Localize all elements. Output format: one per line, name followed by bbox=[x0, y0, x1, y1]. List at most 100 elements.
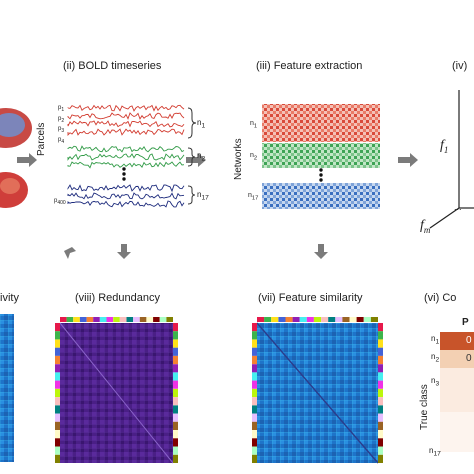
network-color-block bbox=[252, 372, 257, 381]
similarity-color-strip-top bbox=[257, 317, 378, 322]
network-color-block bbox=[264, 317, 272, 322]
network-color-block bbox=[378, 388, 383, 398]
network-color-block bbox=[173, 438, 178, 447]
network-color-block bbox=[378, 413, 383, 422]
network-color-block bbox=[349, 317, 357, 322]
network-color-block bbox=[378, 405, 383, 414]
network-color-block bbox=[55, 397, 60, 406]
network-color-block bbox=[133, 317, 140, 322]
redundancy-color-strip-top bbox=[60, 317, 173, 322]
network-color-block bbox=[292, 317, 300, 322]
connectivity-title: ivity bbox=[0, 292, 19, 304]
network-color-block bbox=[328, 317, 336, 322]
network-color-block bbox=[257, 317, 265, 322]
network-color-block bbox=[173, 331, 178, 340]
bold-trace bbox=[67, 104, 185, 112]
network-color-block bbox=[313, 317, 321, 322]
network-color-block bbox=[252, 388, 257, 398]
network-color-block bbox=[113, 317, 120, 322]
parcel-label: p bbox=[58, 115, 62, 122]
network-color-block bbox=[173, 364, 178, 373]
network-color-block bbox=[173, 347, 178, 356]
network-color-block bbox=[55, 323, 60, 332]
network-color-block bbox=[252, 397, 257, 406]
network-color-block bbox=[99, 317, 107, 322]
network-color-block bbox=[378, 430, 383, 439]
network-color-block bbox=[271, 317, 279, 322]
network-color-block bbox=[173, 397, 178, 406]
network-color-block bbox=[55, 355, 60, 365]
network-color-block bbox=[252, 454, 257, 463]
network-color-block bbox=[55, 446, 60, 455]
brain-images bbox=[0, 108, 32, 208]
confusion-matrix bbox=[440, 332, 474, 452]
network-color-block bbox=[55, 347, 60, 356]
confusion-row-n1: n1 bbox=[431, 334, 440, 346]
bold-brackets bbox=[187, 107, 197, 205]
feature-title: (iii) Feature extraction bbox=[256, 60, 363, 72]
network-color-block bbox=[79, 317, 87, 322]
network-color-block bbox=[166, 317, 173, 322]
network-color-block bbox=[86, 317, 94, 322]
parcel-label: p bbox=[58, 105, 62, 111]
parcel-label-last: p400 bbox=[54, 198, 66, 207]
bold-network-n2: n2 bbox=[197, 151, 206, 163]
network-color-block bbox=[306, 317, 314, 322]
network-color-block bbox=[252, 421, 257, 430]
similarity-color-strip-left bbox=[252, 323, 257, 463]
network-color-block bbox=[356, 317, 364, 322]
feature-network-n1: n1 bbox=[250, 120, 258, 130]
similarity-color-strip-right bbox=[378, 323, 383, 463]
network-color-block bbox=[173, 454, 178, 463]
axis-dots: ... bbox=[454, 202, 462, 212]
bold-trace bbox=[67, 184, 185, 193]
connectivity-matrix bbox=[0, 314, 14, 462]
redundancy-title: (viii) Redundancy bbox=[75, 292, 160, 304]
network-color-block bbox=[252, 364, 257, 373]
bold-trace bbox=[67, 112, 185, 120]
axis-label-fm: fm bbox=[420, 218, 431, 235]
network-color-block bbox=[252, 380, 257, 389]
redundancy-matrix bbox=[59, 322, 174, 464]
network-color-block bbox=[139, 317, 147, 322]
network-color-block bbox=[93, 317, 100, 322]
network-color-block bbox=[146, 317, 153, 322]
network-color-block bbox=[55, 454, 60, 463]
flow-arrows bbox=[17, 153, 418, 259]
network-color-block bbox=[173, 388, 178, 398]
bold-network-n17: n17 bbox=[197, 190, 209, 202]
confusion-row-n17: n17 bbox=[429, 446, 441, 458]
feature-network-n2: n2 bbox=[250, 152, 258, 162]
parcel-label: p bbox=[54, 198, 58, 204]
network-color-block bbox=[55, 388, 60, 398]
confusion-cell: 0 bbox=[466, 335, 472, 346]
heatmap-red bbox=[262, 104, 380, 142]
network-color-block bbox=[173, 446, 178, 455]
bold-traces bbox=[67, 104, 185, 208]
bold-network-n1: n1 bbox=[197, 118, 206, 130]
feature-network-n17: n17 bbox=[248, 192, 259, 202]
predicted-header: P bbox=[462, 317, 469, 328]
redundancy-color-strip-right bbox=[173, 323, 178, 463]
true-class-axis-label: True class bbox=[419, 384, 430, 430]
network-color-block bbox=[335, 317, 343, 322]
network-color-block bbox=[66, 317, 74, 322]
parcel-labels: p1 p2 p3 p4 bbox=[58, 105, 65, 146]
network-color-block bbox=[73, 317, 80, 322]
confusion-cell: 0 bbox=[466, 353, 472, 364]
bold-trace bbox=[67, 161, 185, 169]
network-color-block bbox=[363, 317, 371, 322]
network-color-block bbox=[252, 339, 257, 348]
redundancy-color-strip-left bbox=[55, 323, 60, 463]
confusion-title: (vi) Co bbox=[424, 292, 457, 304]
network-color-block bbox=[252, 438, 257, 447]
network-color-block bbox=[55, 380, 60, 389]
bold-trace bbox=[67, 128, 185, 137]
parcels-axis-label: Parcels bbox=[36, 122, 47, 156]
network-color-block bbox=[252, 347, 257, 356]
network-color-block bbox=[378, 331, 383, 340]
network-color-block bbox=[55, 430, 60, 439]
network-color-block bbox=[173, 372, 178, 381]
heatmap-blue bbox=[262, 183, 380, 209]
